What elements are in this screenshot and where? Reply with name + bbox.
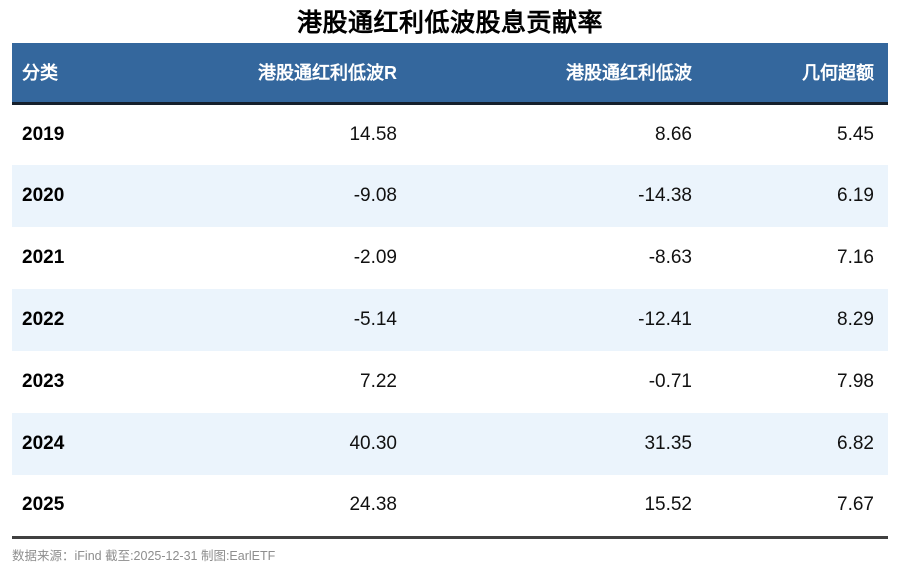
table-row: 2024 40.30 31.35 6.82 — [12, 413, 888, 475]
year-cell: 2022 — [22, 309, 65, 330]
table-row: 2020 -9.08 -14.38 6.19 — [12, 165, 888, 227]
year-cell: 2023 — [22, 371, 65, 392]
dividend-contribution-table: 分类 港股通红利低波R 港股通红利低波 几何超额 2019 14.58 8.66 5.… — [12, 43, 888, 539]
table-body: 2019 14.58 8.66 5.45 2020 -9.08 -14.38 6.19 2021… — [12, 103, 888, 537]
value-cell: 15.52 — [644, 494, 692, 516]
value-cell: 31.35 — [644, 433, 692, 454]
value-cell: 7.98 — [837, 371, 874, 392]
value-cell: -14.38 — [638, 185, 692, 206]
year-cell: 2024 — [22, 433, 65, 454]
table-header-row: 分类 港股通红利低波R 港股通红利低波 几何超额 — [12, 43, 888, 105]
column-header-index: 港股通红利低波 — [411, 43, 706, 105]
table-header: 分类 港股通红利低波R 港股通红利低波 几何超额 — [12, 43, 888, 105]
value-cell: 8.29 — [837, 309, 874, 330]
value-cell: 7.16 — [837, 247, 874, 268]
value-cell: -5.14 — [353, 309, 397, 330]
table-row: 2019 14.58 8.66 5.45 — [12, 103, 888, 165]
value-cell: 5.45 — [837, 123, 874, 145]
value-cell: 40.30 — [349, 433, 397, 454]
value-cell: -2.09 — [353, 247, 397, 268]
value-cell: -8.63 — [648, 247, 692, 268]
value-cell: 7.67 — [837, 494, 874, 516]
year-cell: 2021 — [22, 247, 65, 268]
page-title: 港股通红利低波股息贡献率 — [296, 9, 603, 37]
value-cell: 8.66 — [655, 123, 692, 145]
table-row: 2021 -2.09 -8.63 7.16 — [12, 227, 888, 289]
column-header-geometric-excess: 几何超额 — [706, 43, 888, 105]
table-row: 2023 7.22 -0.71 7.98 — [12, 351, 888, 413]
value-cell: -12.41 — [638, 309, 692, 330]
table-row: 2022 -5.14 -12.41 8.29 — [12, 289, 888, 351]
data-source-note: 数据来源：iFind 截至:2025-12-31 制图:EarlETF — [12, 548, 276, 563]
table-container: 分类 港股通红利低波R 港股通红利低波 几何超额 2019 14.58 8.66 5.… — [12, 43, 888, 539]
year-cell: 2019 — [22, 123, 65, 145]
year-cell: 2025 — [22, 494, 65, 516]
table-row: 2025 24.38 15.52 7.67 — [12, 475, 888, 537]
value-cell: 6.19 — [837, 185, 874, 206]
value-cell: -0.71 — [648, 371, 692, 392]
value-cell: -9.08 — [353, 185, 397, 206]
value-cell: 6.82 — [837, 433, 874, 454]
value-cell: 7.22 — [360, 371, 397, 392]
column-header-category: 分类 — [12, 43, 172, 105]
value-cell: 14.58 — [349, 123, 397, 145]
column-header-index-r: 港股通红利低波R — [172, 43, 411, 105]
value-cell: 24.38 — [349, 494, 397, 516]
year-cell: 2020 — [22, 185, 65, 206]
